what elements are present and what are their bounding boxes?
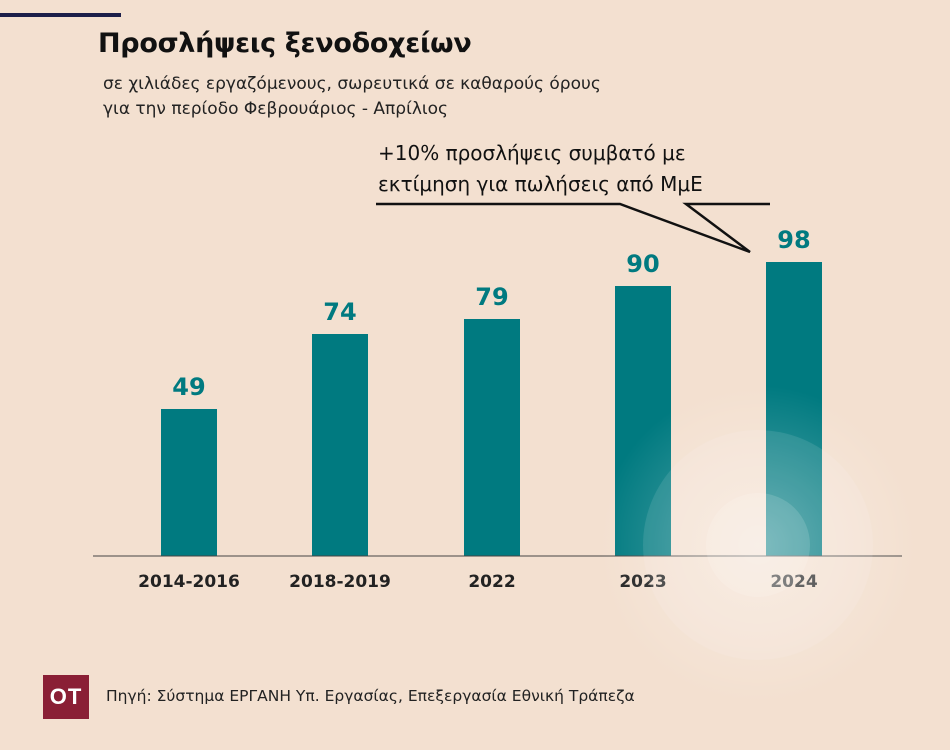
callout-annotation: +10% προσλήψεις συμβατό με εκτίμηση για … [378,138,703,200]
subtitle-line-1: σε χιλιάδες εργαζόμενους, σωρευτικά σε κ… [103,74,601,94]
value-label-2018-2019: 74 [323,298,356,326]
decorative-glow [598,385,918,705]
ot-logo: ΟΤ [43,675,89,719]
category-label-2022: 2022 [468,572,515,592]
chart-subtitle: σε χιλιάδες εργαζόμενους, σωρευτικά σε κ… [103,72,601,122]
bar-2014-2016 [161,409,217,556]
callout-pointer [376,202,770,254]
category-label-2014-2016: 2014-2016 [138,572,240,592]
bar-2022 [464,319,520,556]
category-label-2018-2019: 2018-2019 [289,572,391,592]
chart-title: Προσλήψεις ξενοδοχείων [98,28,472,59]
callout-line-2: εκτίμηση για πωλήσεις από ΜμΕ [378,172,703,196]
value-label-2023: 90 [626,250,659,278]
subtitle-line-2: για την περίοδο Φεβρουάριος - Απρίλιος [103,99,449,119]
value-label-2014-2016: 49 [172,373,205,401]
value-label-2022: 79 [475,283,508,311]
callout-line-1: +10% προσλήψεις συμβατό με [378,141,686,165]
value-label-2024: 98 [777,226,810,254]
top-accent-rule [0,13,121,17]
bar-2018-2019 [312,334,368,556]
source-note: Πηγή: Σύστημα ΕΡΓΑΝΗ Υπ. Εργασίας, Επεξε… [106,687,635,705]
